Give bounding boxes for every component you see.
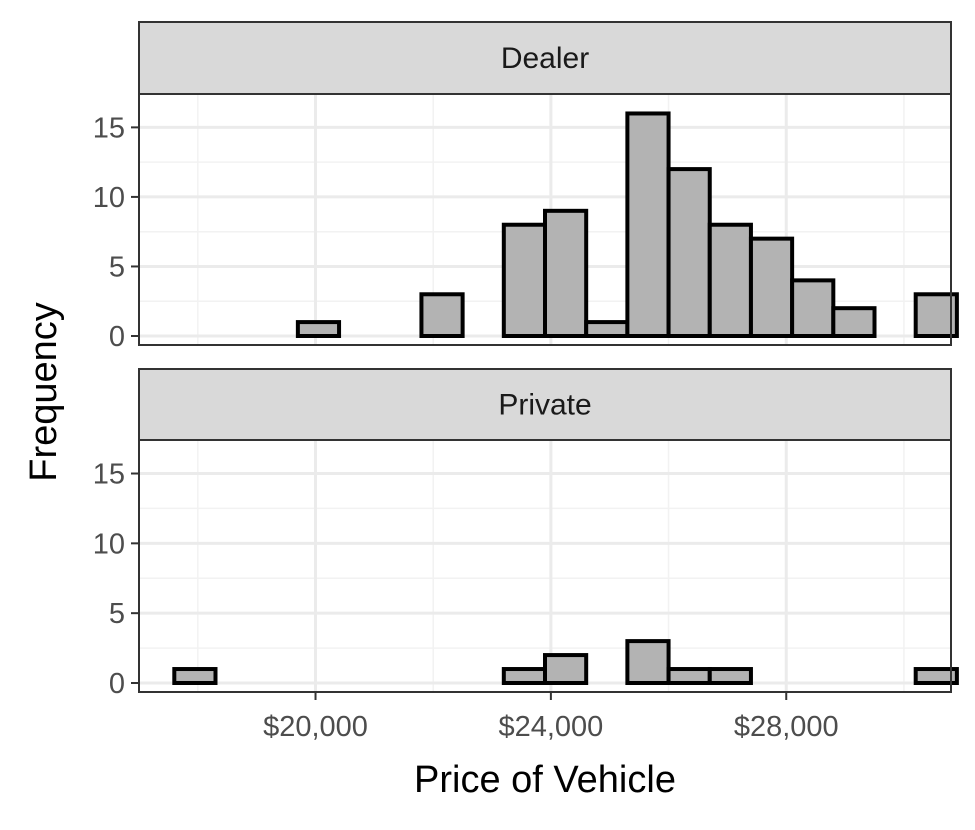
histogram-bar [172, 667, 218, 686]
histogram-bar [501, 667, 547, 686]
panel-dealer: Dealer 0 5 10 15 [93, 21, 959, 353]
facet-strip-label: Dealer [501, 42, 589, 75]
y-tick-label: 10 [93, 182, 125, 214]
histogram-bar [707, 667, 753, 686]
panel-border [138, 439, 952, 693]
panel-border [138, 93, 952, 346]
y-tick-label: 15 [93, 459, 125, 491]
panel-private: Private 0 5 10 15 $20,000 $24,000 $28,000 [93, 368, 959, 743]
histogram-bar [666, 667, 712, 686]
x-tick-label: $20,000 [263, 711, 368, 743]
histogram-bar [543, 208, 589, 339]
histogram-bar [584, 320, 630, 338]
histogram-bar [831, 306, 877, 338]
facet-strip [138, 368, 952, 441]
y-tick-label: 0 [109, 321, 125, 353]
histogram-bar [625, 639, 671, 686]
y-tick-label: 5 [109, 598, 125, 630]
y-axis-title: Frequency [23, 302, 65, 482]
y-tick-label: 0 [109, 668, 125, 700]
y-tick-label: 10 [93, 528, 125, 560]
facet-strip [138, 21, 952, 95]
histogram-bar [913, 667, 959, 686]
histogram-bar [666, 167, 712, 338]
y-tick-label: 5 [109, 251, 125, 283]
histogram-bar [790, 278, 836, 339]
histogram-bar [748, 236, 795, 338]
histogram-bar [295, 320, 342, 338]
y-tick-label: 15 [93, 112, 125, 144]
x-axis-title: Price of Vehicle [414, 759, 676, 801]
x-tick-label: $28,000 [734, 711, 839, 743]
plot-background [139, 440, 951, 692]
histogram-bar [543, 653, 589, 686]
histogram-bar [707, 222, 753, 338]
histogram-bar [625, 111, 671, 338]
x-tick-label: $24,000 [498, 711, 603, 743]
histogram-bar [501, 222, 547, 338]
facet-strip-label: Private [498, 389, 591, 422]
histogram-bar [419, 292, 465, 338]
